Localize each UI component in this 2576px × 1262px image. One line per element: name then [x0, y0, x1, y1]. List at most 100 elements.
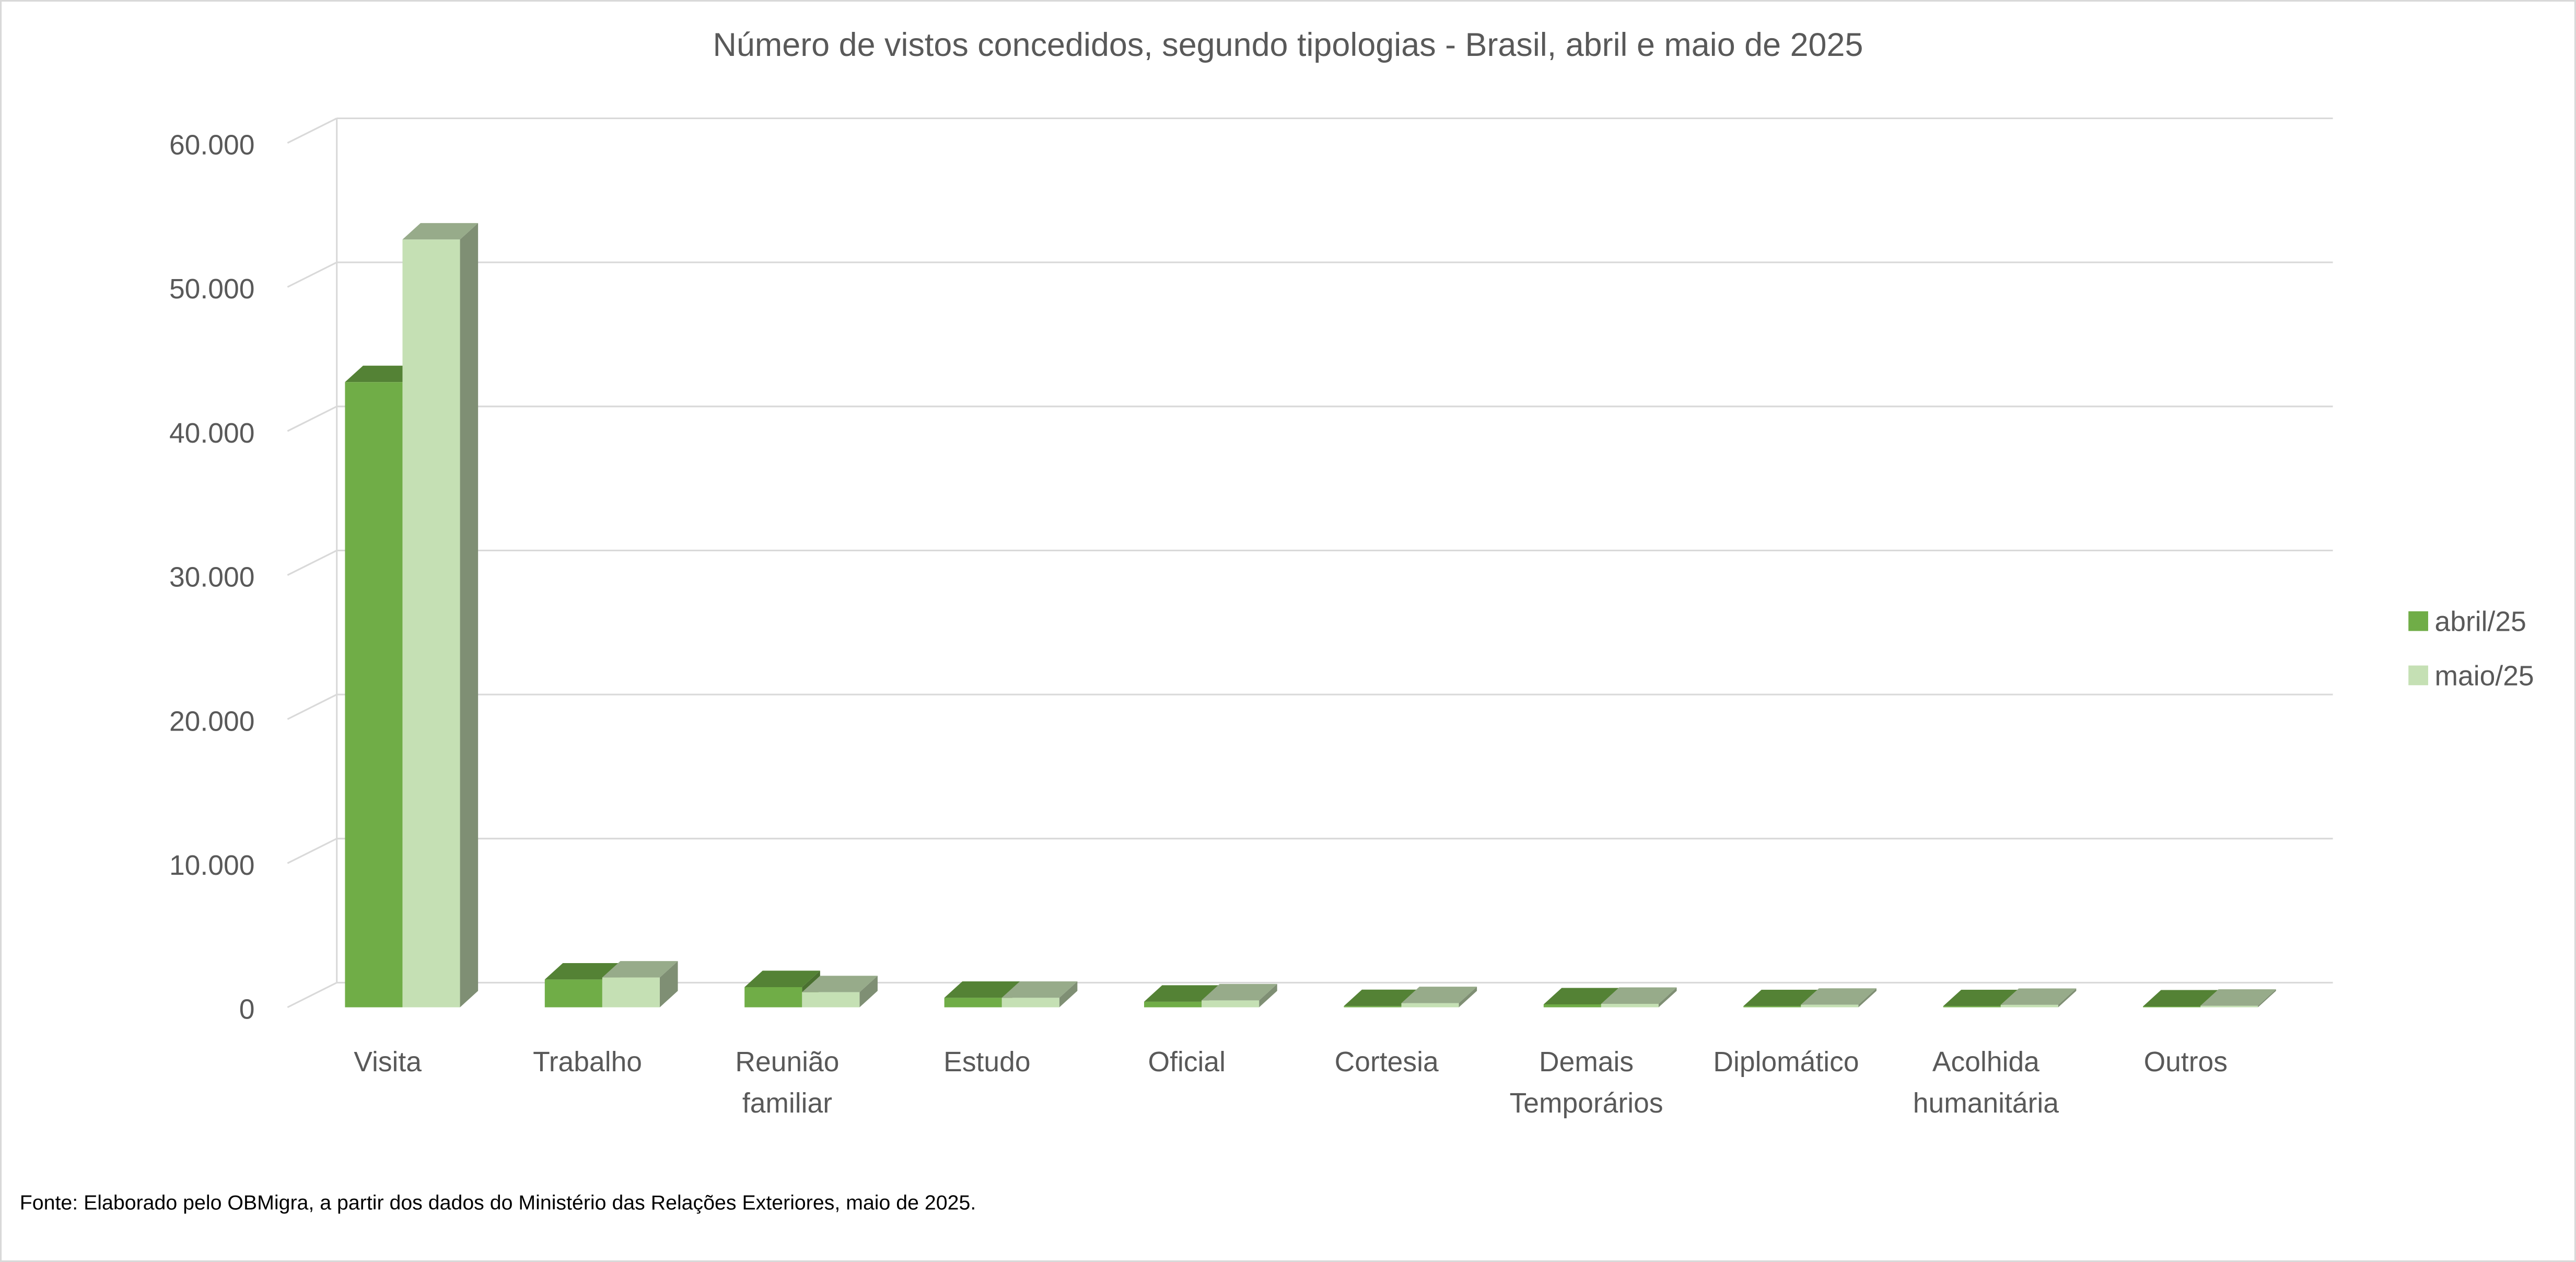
bar-maio-25: [1001, 981, 1078, 1008]
bar-top: [944, 981, 1020, 998]
bar-front: [1943, 1006, 2001, 1008]
x-tick-label-line: Trabalho: [533, 1047, 642, 1078]
bar-top: [2143, 990, 2219, 1006]
x-tick-label: Demais Temporários: [1510, 1047, 1663, 1119]
x-tick-label: Visita: [354, 1047, 422, 1078]
bar-front: [345, 382, 403, 1008]
bar-front: [2000, 1004, 2058, 1008]
bar-side: [1658, 987, 1677, 1008]
bar-top: [544, 963, 621, 980]
bar-maio-25: [2000, 988, 2077, 1008]
y-tick-label: 10.000: [169, 850, 254, 881]
bar-front: [2143, 1006, 2201, 1008]
y-tick-label: 20.000: [169, 706, 254, 737]
x-tick-label-line: Demais: [1539, 1047, 1634, 1078]
x-tick-label: Trabalho: [533, 1047, 642, 1078]
bar-maio-25: [1601, 987, 1677, 1008]
x-tick-label: Cortesia: [1335, 1047, 1439, 1078]
bar-front: [1543, 1004, 1601, 1008]
gridline-side: [287, 117, 337, 144]
bar-maio-25: [1202, 983, 1277, 1008]
chart-title: Número de vistos concedidos, segundo tip…: [713, 27, 1863, 63]
bar-top: [402, 223, 479, 240]
x-tick-label-line: Cortesia: [1335, 1047, 1439, 1078]
gridline-side: [287, 406, 337, 432]
x-tick-label-line: Reunião: [735, 1047, 839, 1078]
bar-top: [602, 961, 678, 978]
x-tick-label-line: Outros: [2144, 1047, 2228, 1078]
bar-top: [1943, 989, 2019, 1006]
bar-side: [2258, 989, 2276, 1008]
gridline-side: [287, 982, 337, 1009]
x-tick-label-line: Oficial: [1148, 1047, 1226, 1078]
gridline-side: [287, 261, 337, 288]
bar-front: [402, 239, 460, 1008]
x-tick-label-line: Temporários: [1510, 1088, 1663, 1119]
x-tick-label: Oficial: [1148, 1047, 1226, 1078]
x-tick-label: Outros: [2144, 1047, 2228, 1078]
bar-front: [602, 977, 660, 1008]
bar-maio-25: [602, 961, 678, 1008]
legend-swatch: [2408, 665, 2428, 686]
bar-side: [1459, 987, 1477, 1008]
bar-front: [1202, 1000, 1260, 1008]
bar-side: [1059, 981, 1078, 1008]
bar-top: [1144, 985, 1220, 1002]
gridline-side: [287, 550, 337, 576]
bar-top: [1344, 989, 1420, 1006]
gridline-side: [287, 838, 337, 864]
y-tick-label: 30.000: [169, 562, 254, 593]
y-tick-label: 40.000: [169, 418, 254, 449]
legend-label: abril/25: [2435, 607, 2526, 638]
bar-maio-25: [402, 223, 479, 1008]
bar-top: [1401, 987, 1477, 1003]
bar-side: [2058, 988, 2077, 1008]
bar-side: [1858, 988, 1876, 1008]
bar-front: [1144, 1001, 1202, 1008]
x-tick-label-line: humanitária: [1913, 1088, 2059, 1119]
bar-front: [802, 992, 860, 1008]
x-tick-label-line: Acolhida: [1932, 1047, 2039, 1078]
legend-swatch: [2408, 611, 2428, 631]
x-tick-label: Diplomático: [1713, 1047, 1859, 1078]
bar-maio-25: [802, 976, 878, 1008]
x-axis-labels: Visita Trabalho Reunião familiar Estudo Ofici…: [354, 1047, 2228, 1119]
bar-front: [744, 987, 802, 1008]
y-tick-label: 0: [239, 994, 255, 1025]
bar-front: [2200, 1005, 2258, 1008]
y-tick-label: 50.000: [169, 274, 254, 305]
x-tick-label: Acolhida humanitária: [1913, 1047, 2059, 1119]
bar-side: [1259, 983, 1277, 1008]
bar-front: [1801, 1004, 1859, 1008]
x-tick-label-line: Estudo: [943, 1047, 1030, 1078]
y-axis-ticks: 0 10.000 20.000 30.000 40.000 50.000 60.000: [169, 130, 254, 1025]
x-tick-label-line: Visita: [354, 1047, 422, 1078]
bar-front: [1601, 1003, 1659, 1008]
bar-abril-25: [944, 981, 1020, 1008]
bar-front: [544, 979, 602, 1008]
bar-top: [1543, 988, 1619, 1004]
bar-maio-25: [1401, 987, 1477, 1008]
bar-top: [1801, 988, 1876, 1005]
x-tick-label-line: familiar: [742, 1088, 832, 1119]
bar-top: [1202, 983, 1277, 1001]
bar-side: [659, 961, 678, 1008]
bar-front: [1401, 1003, 1459, 1008]
bar-top: [744, 970, 820, 988]
legend: abril/25 maio/25: [2408, 607, 2534, 691]
legend-label: maio/25: [2435, 661, 2534, 691]
source-note: Fonte: Elaborado pelo OBMigra, a partir …: [20, 1191, 976, 1214]
bar-front: [1743, 1006, 1801, 1008]
bar-side: [859, 976, 878, 1008]
bar-top: [345, 365, 421, 383]
bar-front: [944, 998, 1002, 1008]
x-tick-label: Estudo: [943, 1047, 1030, 1078]
bar-top: [1601, 987, 1677, 1004]
y-tick-label: 60.000: [169, 130, 254, 161]
bar-maio-25: [2200, 989, 2276, 1008]
x-tick-label: Reunião familiar: [735, 1047, 839, 1119]
bar-maio-25: [1801, 988, 1876, 1008]
bar-top: [2000, 988, 2077, 1005]
bar-top: [1001, 981, 1078, 998]
